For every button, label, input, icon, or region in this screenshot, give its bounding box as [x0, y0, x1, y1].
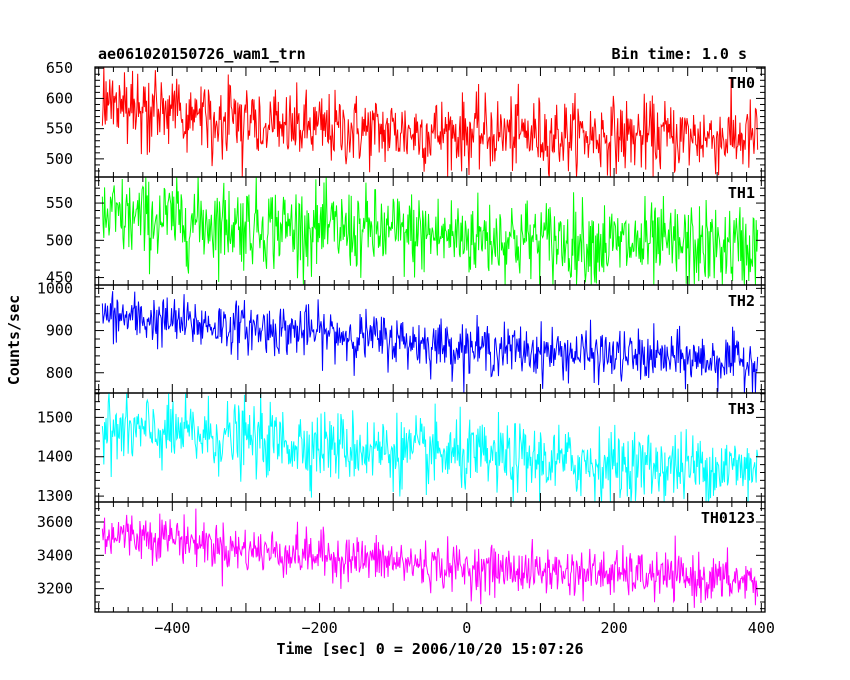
y-tick-label-th2: 800	[46, 364, 73, 382]
x-tick-label: −200	[301, 619, 337, 637]
x-tick-label: 0	[462, 619, 471, 637]
x-tick-label: 400	[748, 619, 775, 637]
panel-label-th0123: TH0123	[701, 509, 755, 527]
y-tick-label-th3: 1500	[37, 408, 73, 426]
chart-title: ae061020150726_wam1_trn	[98, 45, 306, 63]
panel-label-th2: TH2	[728, 292, 755, 310]
y-tick-label-th0123: 3600	[37, 513, 73, 531]
panel-label-th1: TH1	[728, 184, 755, 202]
x-tick-label: 200	[601, 619, 628, 637]
series-line-th0123	[101, 508, 759, 608]
y-tick-label-th0: 500	[46, 150, 73, 168]
x-tick-label: −400	[154, 619, 190, 637]
series-line-th0	[101, 66, 759, 178]
panel-label-th3: TH3	[728, 400, 755, 418]
y-tick-label-th3: 1300	[37, 487, 73, 505]
y-tick-label-th1: 550	[46, 194, 73, 212]
y-tick-label-th2: 1000	[37, 279, 73, 297]
panel-frame-th0123	[94, 501, 766, 613]
y-tick-label-th1: 450	[46, 269, 73, 287]
y-tick-label-th2: 900	[46, 322, 73, 340]
series-line-th3	[101, 392, 759, 503]
series-line-th1	[101, 176, 759, 286]
y-tick-label-th0: 550	[46, 120, 73, 138]
y-tick-label-th0123: 3200	[37, 580, 73, 598]
panel-label-th0: TH0	[728, 74, 755, 92]
y-tick-label-th0: 650	[46, 59, 73, 77]
y-tick-label-th0123: 3400	[37, 546, 73, 564]
y-tick-label-th1: 500	[46, 231, 73, 249]
x-axis-label: Time [sec] 0 = 2006/10/20 15:07:26	[276, 640, 583, 658]
y-axis-label: Counts/sec	[5, 295, 23, 385]
panel-frame-th2	[94, 284, 766, 394]
bin-time-label: Bin time: 1.0 s	[611, 45, 747, 63]
y-tick-label-th3: 1400	[37, 448, 73, 466]
series-line-th2	[101, 291, 759, 394]
y-tick-label-th0: 600	[46, 89, 73, 107]
